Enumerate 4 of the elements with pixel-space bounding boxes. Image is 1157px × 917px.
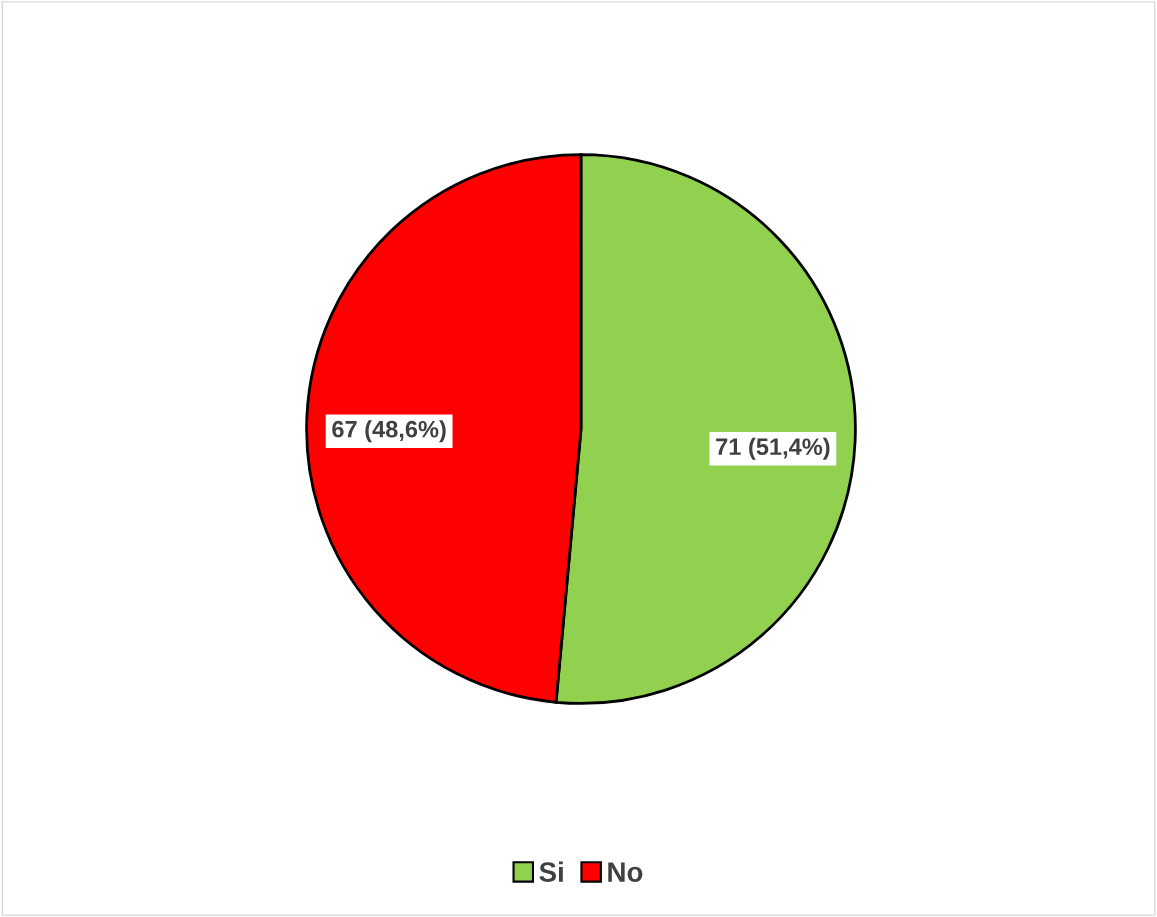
data-label: 71 (51,4%) bbox=[716, 437, 830, 460]
data-label: 67 (48,6%) bbox=[332, 420, 446, 443]
legend-label: Si bbox=[539, 861, 563, 882]
legend-label: No bbox=[608, 862, 643, 882]
